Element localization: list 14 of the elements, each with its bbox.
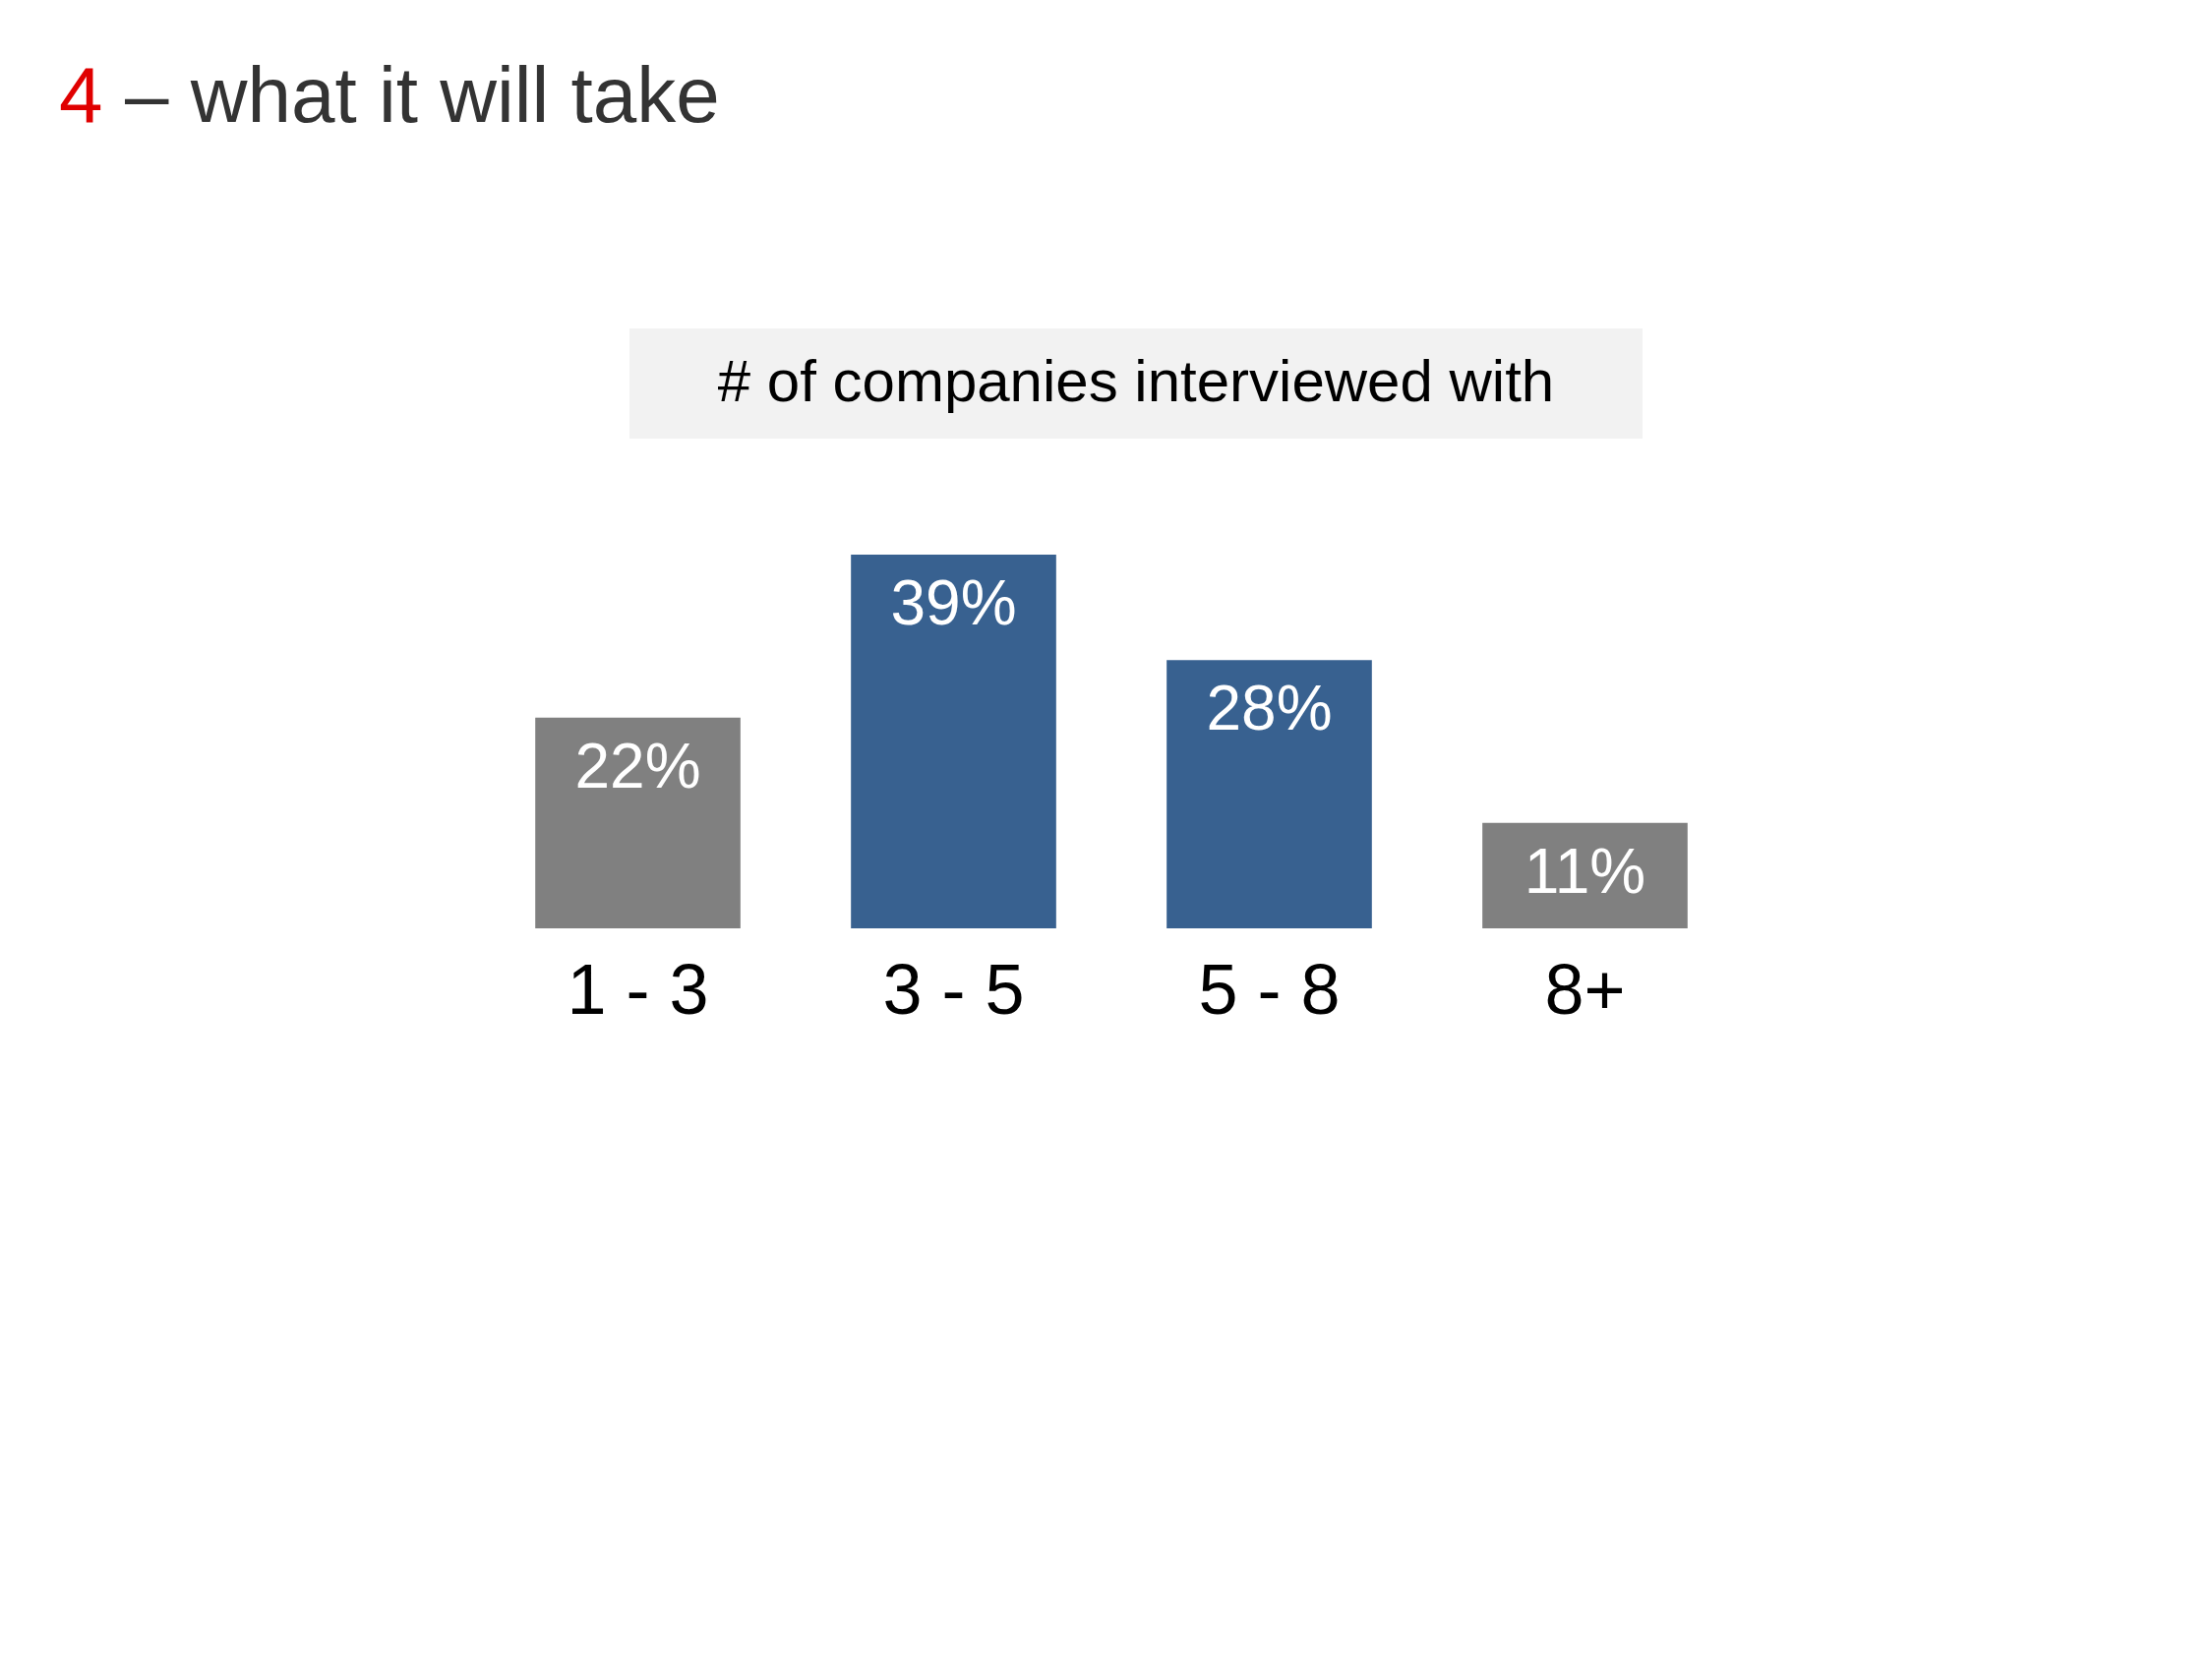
data-label: 11% [1524,835,1646,907]
x-tick-label: 8+ [1544,950,1626,1029]
bar [535,717,741,928]
x-tick-label: 3 - 5 [882,950,1025,1029]
chart-subtitle: # of companies interviewed with [717,348,1555,414]
data-label: 28% [1206,673,1333,744]
chart-title: 4 – what it will take [59,51,720,139]
data-label: 39% [890,567,1017,638]
bar [1482,822,1688,928]
bar [1166,660,1372,928]
bar [851,555,1056,928]
x-tick-label: 1 - 3 [567,950,709,1029]
data-label: 22% [574,730,701,801]
x-tick-label: 5 - 8 [1198,950,1341,1029]
